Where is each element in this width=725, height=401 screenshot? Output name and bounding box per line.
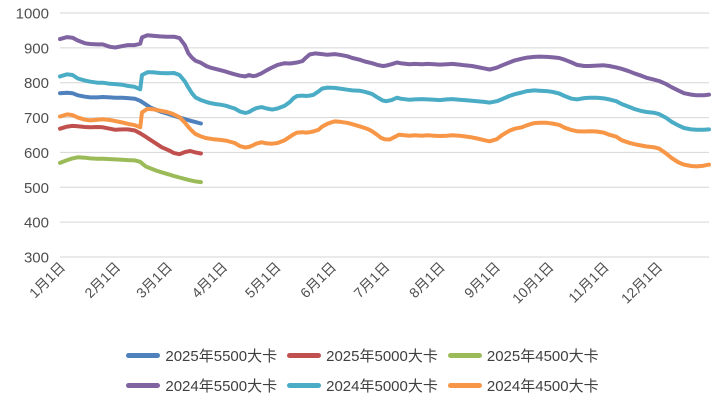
legend-swatch-icon [126, 383, 161, 388]
series-line-5-2024年4500大卡 [58, 106, 711, 169]
x-axis-tick-label: 9月1日 [461, 259, 503, 301]
legend-swatch-icon [287, 383, 322, 388]
x-axis-tick-label: 10月1日 [509, 259, 557, 307]
y-axis-tick-label: 900 [24, 40, 49, 57]
series-line-4-2024年5000大卡 [58, 70, 711, 132]
legend-swatch-icon [126, 353, 161, 358]
series-line-1-2025年5000大卡 [58, 123, 203, 157]
y-axis-tick-label: 1000 [16, 6, 49, 23]
y-axis-labels: 1000 900 800 700 600 500 400 300 [16, 6, 49, 267]
x-axis-tick-label: 12月1日 [618, 259, 666, 307]
legend-row: 2025年5500大卡 2025年5000大卡 2025年4500大卡 [126, 345, 599, 366]
gridlines [60, 12, 709, 258]
x-axis-tick-label: 11月1日 [565, 259, 612, 306]
x-axis-labels: 1月1日 2月1日 3月1日 4月1日 5月1日 6月1日 7月1日 8月1日 9月1日 10月1… [26, 259, 665, 307]
legend-label: 2024年4500大卡 [486, 378, 599, 395]
y-axis-tick-label: 500 [24, 180, 49, 197]
y-axis-tick-label: 700 [24, 110, 49, 127]
y-axis-tick-label: 600 [24, 145, 49, 162]
legend-swatch-icon [447, 353, 482, 358]
legend-row: 2024年5500大卡 2024年5000大卡 2024年4500大卡 [126, 375, 599, 396]
x-axis-tick-label: 3月1日 [133, 259, 175, 301]
legend-label: 2025年4500大卡 [486, 348, 599, 365]
series-line-3-2024年5500大卡 [58, 33, 711, 98]
legend-swatch-icon [447, 383, 482, 388]
legend-swatch-icon [287, 353, 322, 358]
legend-item-2025年5500大卡: 2025年5500大卡 [126, 345, 277, 366]
legend-item-2024年5500大卡: 2024年5500大卡 [126, 375, 277, 396]
legend-label: 2025年5500大卡 [165, 348, 278, 365]
x-axis-tick-label: 7月1日 [350, 259, 392, 301]
legend: 2025年5500大卡 2025年5000大卡 2025年4500大卡 2024年55… [0, 345, 725, 396]
legend-item-2025年5000大卡: 2025年5000大卡 [287, 345, 438, 366]
legend-item-2024年4500大卡: 2024年4500大卡 [447, 375, 599, 396]
legend-item-2024年5000大卡: 2024年5000大卡 [287, 375, 438, 396]
x-axis-tick-label: 5月1日 [242, 259, 284, 301]
x-axis-tick-label: 2月1日 [81, 259, 123, 301]
legend-label: 2024年5500大卡 [165, 378, 278, 395]
y-axis-tick-label: 800 [24, 75, 49, 92]
x-axis-tick-label: 6月1日 [297, 259, 339, 301]
legend-item-2025年4500大卡: 2025年4500大卡 [447, 345, 599, 366]
x-axis-tick-label: 8月1日 [406, 259, 448, 301]
x-axis-tick-label: 4月1日 [188, 259, 230, 301]
y-axis-tick-label: 400 [24, 215, 49, 232]
y-axis-tick-label: 300 [24, 250, 49, 267]
series-line-2-2025年4500大卡 [58, 155, 203, 185]
legend-label: 2025年5000大卡 [326, 348, 438, 365]
series-lines [58, 33, 711, 185]
legend-label: 2024年5000大卡 [326, 378, 438, 395]
